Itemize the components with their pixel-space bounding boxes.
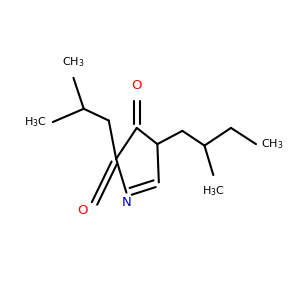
- Text: O: O: [77, 204, 88, 217]
- Text: CH$_3$: CH$_3$: [261, 137, 284, 151]
- Text: N: N: [122, 196, 131, 209]
- Text: CH$_3$: CH$_3$: [62, 55, 85, 69]
- Text: H$_3$C: H$_3$C: [202, 184, 225, 198]
- Text: H$_3$C: H$_3$C: [24, 115, 46, 129]
- Text: O: O: [131, 79, 142, 92]
